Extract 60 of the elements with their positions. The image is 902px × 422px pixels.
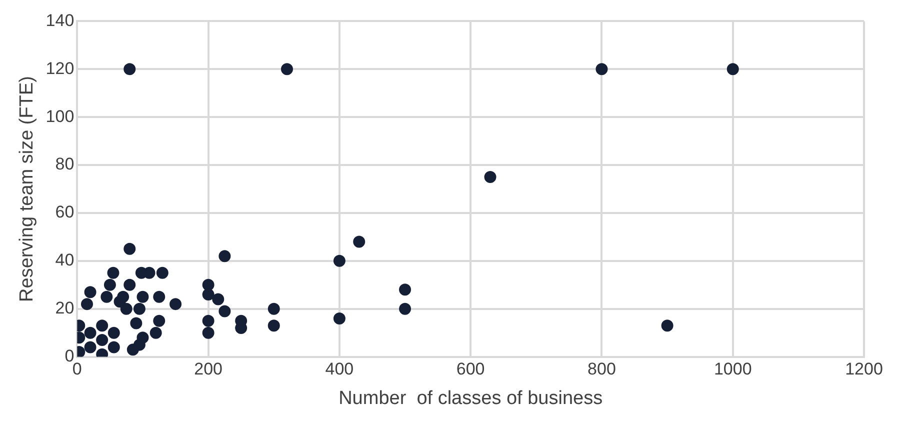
y-tick-label: 40 <box>55 250 74 270</box>
point <box>100 290 113 303</box>
point <box>124 278 136 291</box>
point <box>114 296 126 308</box>
point <box>268 302 280 315</box>
point <box>81 298 93 310</box>
point <box>333 254 346 267</box>
y-tick-label: 100 <box>46 106 74 126</box>
point <box>126 344 139 356</box>
point <box>596 63 608 76</box>
point <box>84 286 96 298</box>
point <box>150 326 162 339</box>
point <box>104 278 116 291</box>
y-tick-label: 60 <box>55 202 74 222</box>
point <box>280 63 293 76</box>
point <box>661 320 674 332</box>
point <box>218 305 231 318</box>
x-tick-label: 1200 <box>845 360 883 379</box>
y-tick-label: 80 <box>55 154 74 174</box>
point <box>399 284 412 296</box>
point <box>268 320 280 332</box>
point <box>124 63 136 76</box>
point <box>153 290 166 303</box>
point <box>726 63 739 76</box>
point <box>202 314 214 327</box>
point <box>202 278 214 291</box>
y-tick-label: 20 <box>55 298 74 318</box>
point <box>96 320 108 332</box>
x-tick-label: 1000 <box>714 360 752 379</box>
point <box>120 302 132 315</box>
x-axis-title: Number of classes of business <box>338 388 603 409</box>
point <box>124 242 136 255</box>
x-tick-label: 600 <box>456 360 485 379</box>
y-tick-label: 0 <box>64 346 74 366</box>
point <box>133 302 146 315</box>
point <box>202 288 214 300</box>
point <box>130 317 142 330</box>
point <box>202 326 214 339</box>
point <box>333 312 346 324</box>
point <box>84 341 96 354</box>
y-axis-title: Reserving team size (FTE) <box>16 76 38 302</box>
point <box>84 326 96 339</box>
point <box>218 250 231 262</box>
point <box>156 266 168 279</box>
point <box>107 266 120 279</box>
point <box>108 341 120 354</box>
point <box>212 293 224 306</box>
x-tick-label: 200 <box>194 360 222 379</box>
point <box>96 334 108 346</box>
point <box>353 236 366 248</box>
x-tick-label: 400 <box>325 360 354 379</box>
point <box>170 298 182 310</box>
y-tick-label: 140 <box>46 10 74 30</box>
x-tick-label: 800 <box>588 360 616 379</box>
point <box>153 314 166 327</box>
point <box>136 290 149 303</box>
point <box>399 302 412 315</box>
point <box>484 171 496 184</box>
y-tick-label: 120 <box>46 58 74 78</box>
point <box>108 326 120 339</box>
